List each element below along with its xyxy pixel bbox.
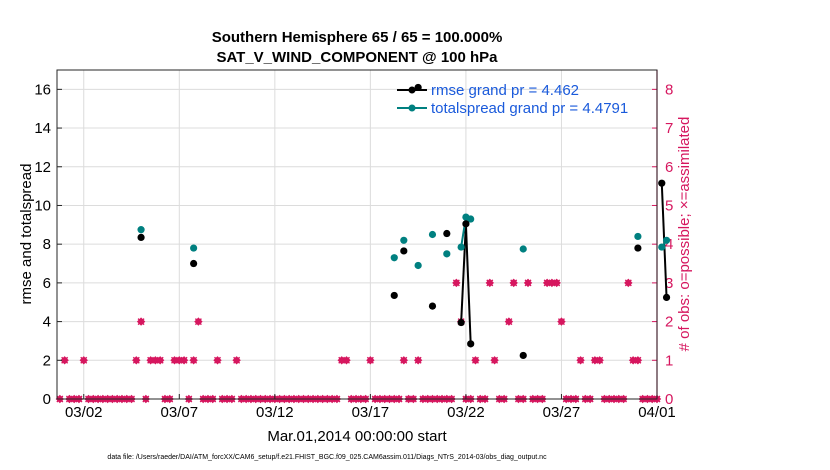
legend-totalspread-marker [408,104,416,112]
x-axis-label: Mar.01,2014 00:00:00 start [267,428,447,445]
obs-assimilated-marker [61,356,69,364]
obs-assimilated-marker [634,356,642,364]
totalspread-point [400,236,408,244]
obs-assimilated-marker [137,318,145,326]
x-tick-label: 03/27 [543,404,581,421]
obs-assimilated-marker [414,356,422,364]
rmse-point [137,233,145,242]
obs-assimilated-marker [524,279,532,287]
obs-assimilated-marker [491,356,499,364]
y-right-tick-label: 7 [665,120,673,137]
rmse-point [400,247,408,255]
obs-assimilated-marker [194,318,202,326]
obs-assimilated-marker [557,318,565,326]
rmse-line-segment [464,223,472,344]
left-axis: 0 2 4 6 8 10 12 14 16 [34,81,62,408]
rmse-point [457,318,465,327]
obs-assimilated-marker [505,318,513,326]
totalspread-point [662,236,671,244]
obs-assimilated-marker [510,279,518,287]
rmse-point [390,291,398,300]
y-axis-label-right: # of obs: o=possible; ×=assimilated [676,117,693,352]
totalspread-point [137,226,145,234]
rmse-line-segment [460,223,467,323]
y-left-tick-label: 14 [34,120,51,137]
grid [57,70,658,400]
obs-assimilated-marker [156,356,164,364]
y-left-tick-label: 0 [43,391,51,408]
rmse-point [467,340,475,348]
rmse-point [428,302,437,310]
y-left-tick-label: 12 [34,159,51,176]
y-axis-label-left: rmse and totalspread [18,164,35,305]
totalspread-point [467,215,475,223]
y-right-tick-label: 2 [665,314,673,331]
legend-rmse-label: rmse grand pr = 4.462 [431,82,579,99]
y-right-tick-label: 6 [665,159,673,176]
totalspread-point [457,243,465,251]
obs-assimilated-marker [452,279,460,287]
obs-assimilated-marker [366,356,374,364]
legend-totalspread-label: totalspread grand pr = 4.4791 [431,100,628,117]
obs-assimilated-marker [553,279,561,287]
plot-background [57,70,657,399]
y-right-tick-label: 3 [665,275,673,292]
obs-assimilated-marker [214,356,222,364]
rmse-point [519,351,527,360]
obs-assimilated-marker [486,279,494,287]
rmse-point [462,220,470,228]
series-points [137,83,671,360]
totalspread-point [190,244,198,252]
y-left-tick-label: 2 [43,352,51,369]
obs-assimilated-marker [471,356,479,364]
obs-assimilated-marker [190,356,198,364]
y-right-tick-label: 0 [665,391,673,408]
x-tick-label: 03/17 [352,404,390,421]
data-file-footer: data file: /Users/raeder/DAI/ATM_forcXX/… [107,454,547,461]
x-tick-label: 03/07 [161,404,199,421]
y-left-tick-label: 16 [34,81,51,98]
rmse-point [443,229,451,238]
y-left-tick-label: 8 [43,236,51,253]
x-tick-label: 03/22 [447,404,485,421]
x-tick-label: 03/12 [256,404,294,421]
x-axis: 03/02 03/07 03/12 03/17 03/22 03/27 04/01 [65,394,676,421]
y-right-tick-label: 8 [665,81,673,98]
x-tick-label: 04/01 [638,404,676,421]
obs-assimilated-marker [577,356,585,364]
obs-assimilated-marker [400,356,408,364]
obs-assimilated-marker [132,356,140,364]
y-left-tick-label: 4 [43,314,51,331]
obs-assimilated-marker [624,279,632,287]
obs-assimilated-marker [342,356,350,364]
chart-title-line2: SAT_V_WIND_COMPONENT @ 100 hPa [216,49,498,66]
obs-assimilated-marker [180,356,188,364]
totalspread-point [658,243,666,251]
y-left-tick-label: 10 [34,197,51,214]
obs-assimilated-marker [233,356,241,364]
plot-frame [56,69,658,400]
totalspread-point [443,250,451,258]
totalspread-point [390,254,398,262]
totalspread-point [414,261,422,270]
totalspread-point [428,230,437,239]
legend: rmse grand pr = 4.462 totalspread grand … [397,82,628,117]
y-right-tick-label: 4 [665,236,673,253]
x-tick-label: 03/02 [65,404,103,421]
y-right-tick-label: 5 [665,197,673,214]
obs-assimilated-marker [80,356,88,364]
obs-assimilated-marker [596,356,604,364]
y-right-tick-label: 1 [665,352,673,369]
totalspread-point [519,245,527,253]
rmse-point [662,293,671,301]
rmse-point [190,259,198,268]
y-left-tick-label: 6 [43,275,51,292]
rmse-point [658,179,666,187]
totalspread-point [634,232,642,241]
legend-rmse-marker [408,86,416,94]
rmse-point [634,244,642,252]
chart-title-line1: Southern Hemisphere 65 / 65 = 100.000% [212,29,503,46]
